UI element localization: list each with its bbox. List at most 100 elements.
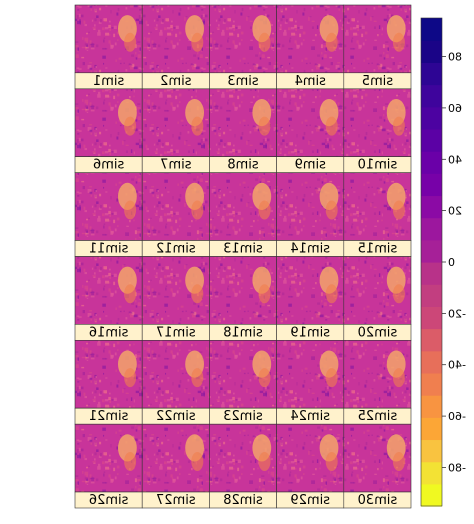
colorbar-segment — [421, 483, 442, 507]
strip-label-sim4: sim4 — [295, 74, 326, 89]
panel-hotspot-secondary-sim6 — [124, 116, 137, 136]
panel-hotspot-secondary-sim29 — [325, 452, 338, 471]
panel-sim24: sim24 — [276, 339, 345, 425]
panel-sim26: sim26 — [74, 423, 143, 509]
colorbar-segment — [421, 239, 442, 263]
panel-hotspot-secondary-sim4 — [325, 32, 338, 52]
panel-sim12: sim12 — [141, 172, 210, 257]
colorbar-segment — [421, 284, 442, 307]
strip-label-sim30: sim30 — [358, 493, 398, 508]
panel-sim22: sim22 — [141, 339, 210, 425]
colorbar-segment — [421, 217, 442, 241]
panel-sim18: sim18 — [209, 256, 277, 341]
strip-label-sim17: sim17 — [156, 325, 196, 340]
panel-sim11: sim11 — [74, 172, 143, 257]
colorbar-segment — [421, 262, 442, 285]
strip-label-sim27: sim27 — [156, 493, 196, 508]
colorbar-segment — [421, 128, 442, 152]
strip-label-sim11: sim11 — [89, 242, 129, 257]
panel-hotspot-secondary-sim3 — [258, 32, 271, 52]
panel-sim17: sim17 — [141, 256, 210, 341]
panel-hotspot-secondary-sim8 — [258, 116, 271, 136]
strip-sim30 — [343, 491, 412, 509]
strip-label-sim10: sim10 — [358, 158, 398, 173]
panel-sim28: sim28 — [209, 423, 277, 509]
colorbar-tick-label: -80 — [448, 462, 466, 475]
strip-label-sim9: sim9 — [295, 158, 326, 173]
panel-hotspot-secondary-sim23 — [258, 368, 271, 388]
colorbar-tick-label: -60 — [448, 410, 466, 423]
colorbar-segment — [421, 62, 442, 86]
strip-label-sim20: sim20 — [358, 325, 398, 340]
colorbar-tick-label: 20 — [448, 205, 462, 218]
colorbar-segment — [421, 417, 442, 441]
panel-hotspot-secondary-sim28 — [258, 452, 271, 471]
panel-hotspot-secondary-sim11 — [124, 200, 137, 220]
panel-sim27: sim27 — [141, 423, 210, 509]
panel-sim30: sim30 — [343, 423, 412, 509]
colorbar-segment — [421, 40, 442, 63]
panel-sim14: sim14 — [276, 172, 345, 257]
panel-sim25: sim25 — [343, 339, 412, 425]
strip-label-sim7: sim7 — [160, 158, 191, 173]
panel-hotspot-secondary-sim5 — [392, 32, 405, 52]
panel-sim7: sim7 — [141, 88, 210, 173]
panel-hotspot-secondary-sim7 — [191, 116, 204, 136]
panel-hotspot-secondary-sim1 — [124, 32, 137, 52]
panel-sim20: sim20 — [343, 256, 412, 341]
panel-hotspot-secondary-sim17 — [191, 284, 204, 304]
panel-hotspot-secondary-sim24 — [325, 368, 338, 388]
panel-sim1: sim1 — [74, 4, 143, 90]
panel-hotspot-secondary-sim25 — [392, 368, 405, 388]
panel-sim10: sim10 — [343, 88, 412, 173]
strip-label-sim26: sim26 — [89, 493, 129, 508]
strip-label-sim1: sim1 — [93, 74, 124, 89]
panel-sim9: sim9 — [276, 88, 345, 173]
colorbar-segment — [421, 173, 442, 197]
colorbar-segment — [421, 306, 442, 330]
strip-label-sim13: sim13 — [223, 242, 263, 257]
panel-hotspot-secondary-sim18 — [258, 284, 271, 304]
panel-sim2: sim2 — [141, 4, 210, 90]
panel-hotspot-secondary-sim15 — [392, 200, 405, 220]
panel-hotspot-secondary-sim30 — [392, 452, 405, 471]
strip-label-sim5: sim5 — [362, 74, 393, 89]
colorbar-segment — [421, 84, 442, 108]
panel-hotspot-secondary-sim13 — [258, 200, 271, 220]
panel-sim21: sim21 — [74, 339, 143, 425]
colorbar-tick-label: 0 — [448, 256, 455, 269]
strip-label-sim18: sim18 — [223, 325, 263, 340]
panel-sim6: sim6 — [74, 88, 143, 173]
panel-hotspot-secondary-sim20 — [392, 284, 405, 304]
panel-hotspot-secondary-sim14 — [325, 200, 338, 220]
panel-hotspot-secondary-sim26 — [124, 452, 137, 471]
colorbar-segment — [421, 151, 442, 174]
panel-sim15: sim15 — [343, 172, 412, 257]
colorbar-tick-label: -40 — [448, 359, 466, 372]
strip-label-sim8: sim8 — [227, 158, 258, 173]
panel-sim4: sim4 — [276, 4, 345, 90]
strip-label-sim6: sim6 — [93, 158, 124, 173]
colorbar-segment — [421, 106, 442, 130]
panel-sim19: sim19 — [276, 256, 345, 341]
strip-label-sim16: sim16 — [89, 325, 129, 340]
strip-label-sim15: sim15 — [358, 242, 398, 257]
colorbar-segment — [421, 350, 442, 374]
panel-hotspot-secondary-sim12 — [191, 200, 204, 220]
colorbar-segment — [421, 395, 442, 418]
strip-label-sim24: sim24 — [290, 409, 330, 424]
strip-label-sim14: sim14 — [290, 242, 330, 257]
panel-hotspot-secondary-sim19 — [325, 284, 338, 304]
colorbar-tick-label: 40 — [448, 153, 462, 166]
colorbar-segment — [421, 18, 442, 41]
colorbar-tick-label: -20 — [448, 307, 466, 320]
strip-label-sim28: sim28 — [223, 493, 263, 508]
panel-sim29: sim29 — [276, 423, 345, 509]
strip-label-sim19: sim19 — [290, 325, 330, 340]
strip-label-sim22: sim22 — [156, 409, 196, 424]
colorbar-segment — [421, 328, 442, 352]
panel-sim3: sim3 — [209, 4, 277, 90]
panel-hotspot-secondary-sim22 — [191, 368, 204, 388]
strip-label-sim3: sim3 — [227, 74, 258, 89]
